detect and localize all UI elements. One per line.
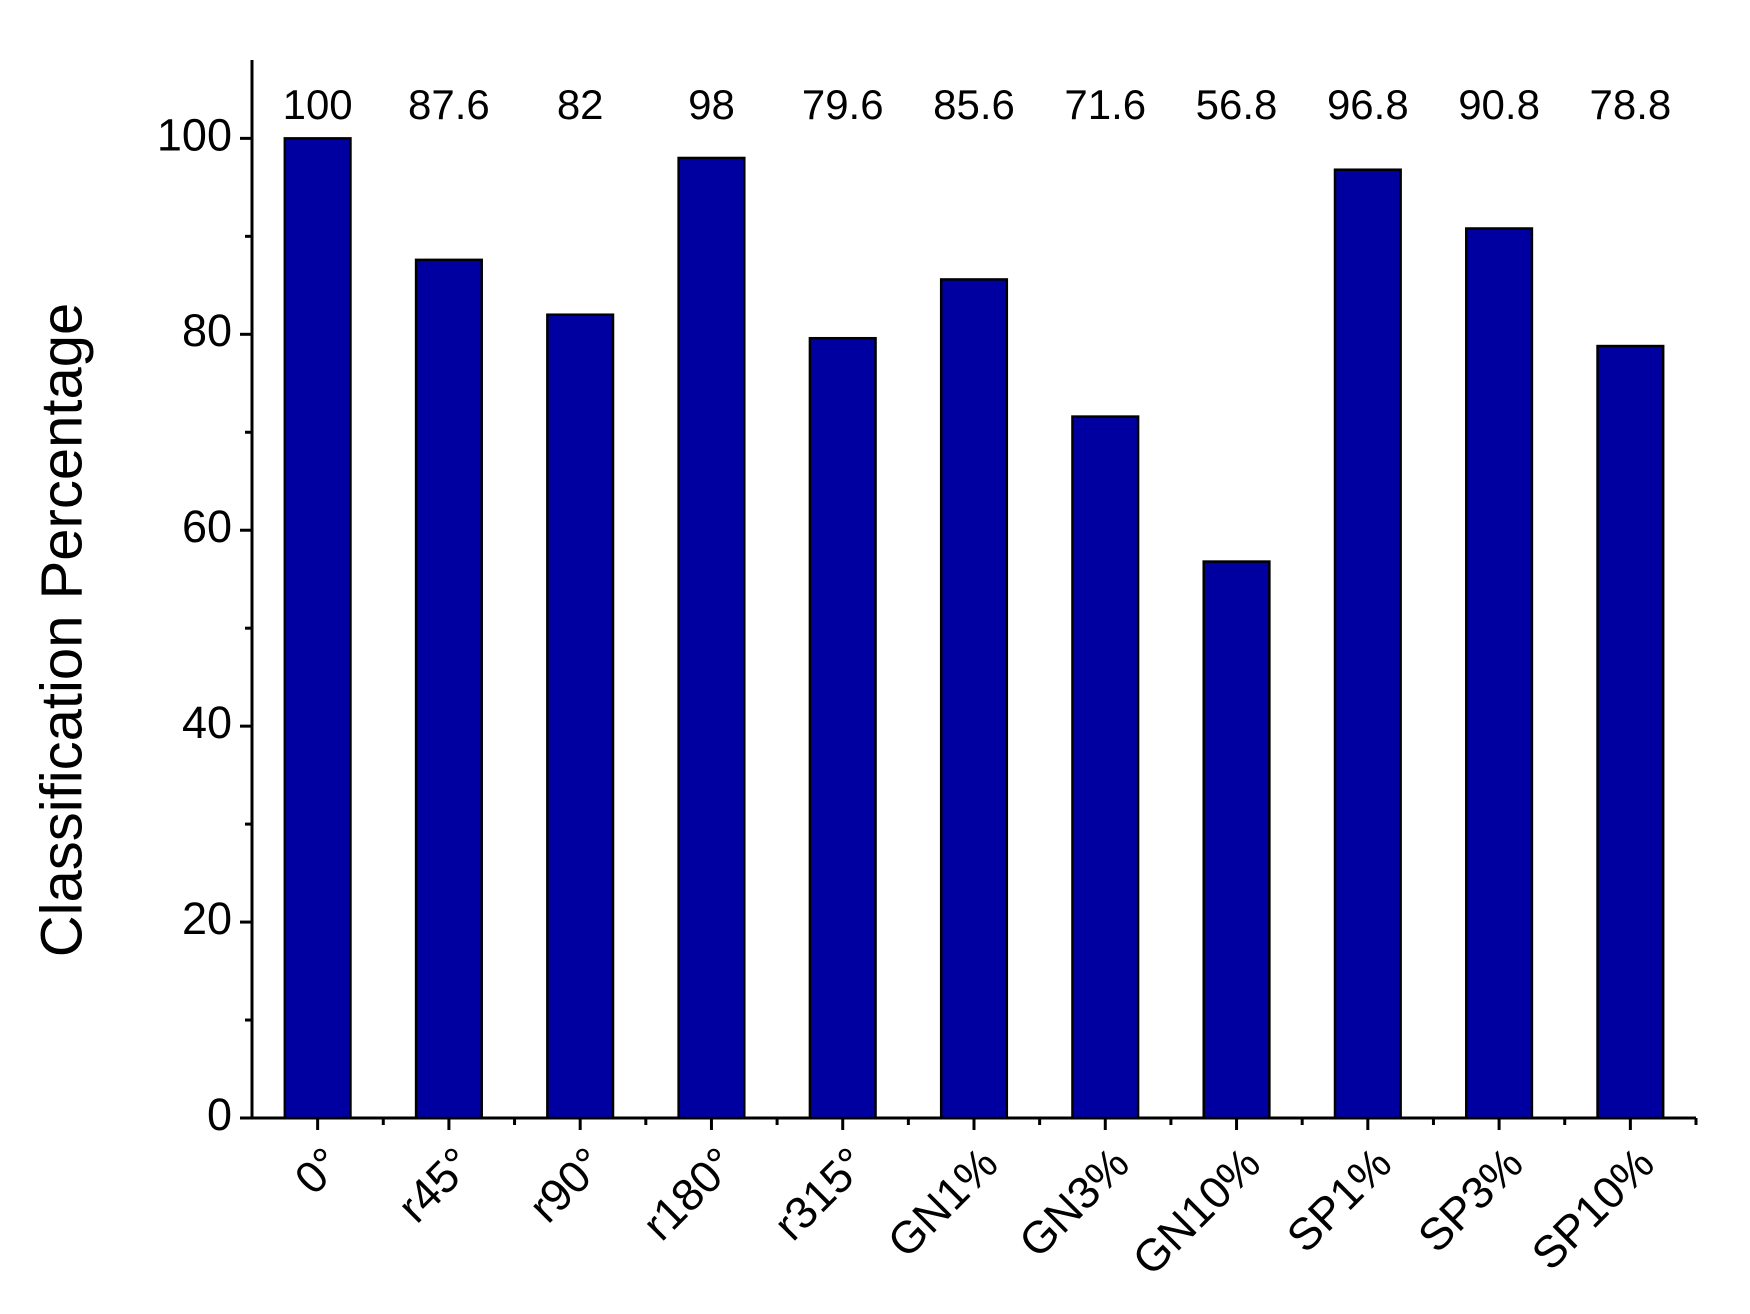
value-label: 98 bbox=[688, 81, 735, 128]
value-label: 56.8 bbox=[1196, 81, 1278, 128]
bar bbox=[1465, 227, 1534, 1120]
x-tick-label: GN3% bbox=[1009, 1137, 1139, 1267]
bar bbox=[414, 258, 483, 1120]
bar bbox=[283, 137, 352, 1120]
bar bbox=[1071, 415, 1140, 1120]
value-label: 96.8 bbox=[1327, 81, 1409, 128]
y-tick-label: 0 bbox=[207, 1089, 232, 1140]
value-label: 78.8 bbox=[1589, 81, 1671, 128]
bar bbox=[1333, 168, 1402, 1120]
value-label: 87.6 bbox=[408, 81, 490, 128]
x-tick-label: GN1% bbox=[878, 1137, 1008, 1267]
x-tick-label: SP10% bbox=[1522, 1137, 1664, 1279]
x-tick-label: SP1% bbox=[1277, 1137, 1402, 1262]
x-tick-label: r315° bbox=[764, 1137, 876, 1249]
x-tick-label: SP3% bbox=[1408, 1137, 1533, 1262]
x-tick-label: 0° bbox=[285, 1137, 351, 1203]
y-tick-label: 40 bbox=[182, 697, 232, 748]
value-label: 90.8 bbox=[1458, 81, 1540, 128]
y-tick-label: 80 bbox=[182, 305, 232, 356]
value-label: 85.6 bbox=[933, 81, 1015, 128]
value-label: 71.6 bbox=[1064, 81, 1146, 128]
bar bbox=[808, 336, 877, 1120]
y-axis-title: Classification Percentage bbox=[29, 303, 94, 957]
x-tick-label: r90° bbox=[519, 1137, 614, 1232]
value-label: 79.6 bbox=[802, 81, 884, 128]
y-tick-label: 20 bbox=[182, 893, 232, 944]
bar bbox=[677, 156, 746, 1120]
bar bbox=[546, 313, 615, 1120]
value-label: 82 bbox=[557, 81, 604, 128]
bar bbox=[1596, 344, 1665, 1120]
bar bbox=[939, 278, 1009, 1120]
y-tick-label: 60 bbox=[182, 501, 232, 552]
value-label: 100 bbox=[283, 81, 353, 128]
y-tick-label: 100 bbox=[157, 109, 232, 160]
x-tick-label: GN10% bbox=[1123, 1137, 1270, 1284]
bar bbox=[1202, 560, 1271, 1120]
x-tick-label: r180° bbox=[632, 1137, 744, 1249]
x-tick-label: r45° bbox=[388, 1137, 483, 1232]
